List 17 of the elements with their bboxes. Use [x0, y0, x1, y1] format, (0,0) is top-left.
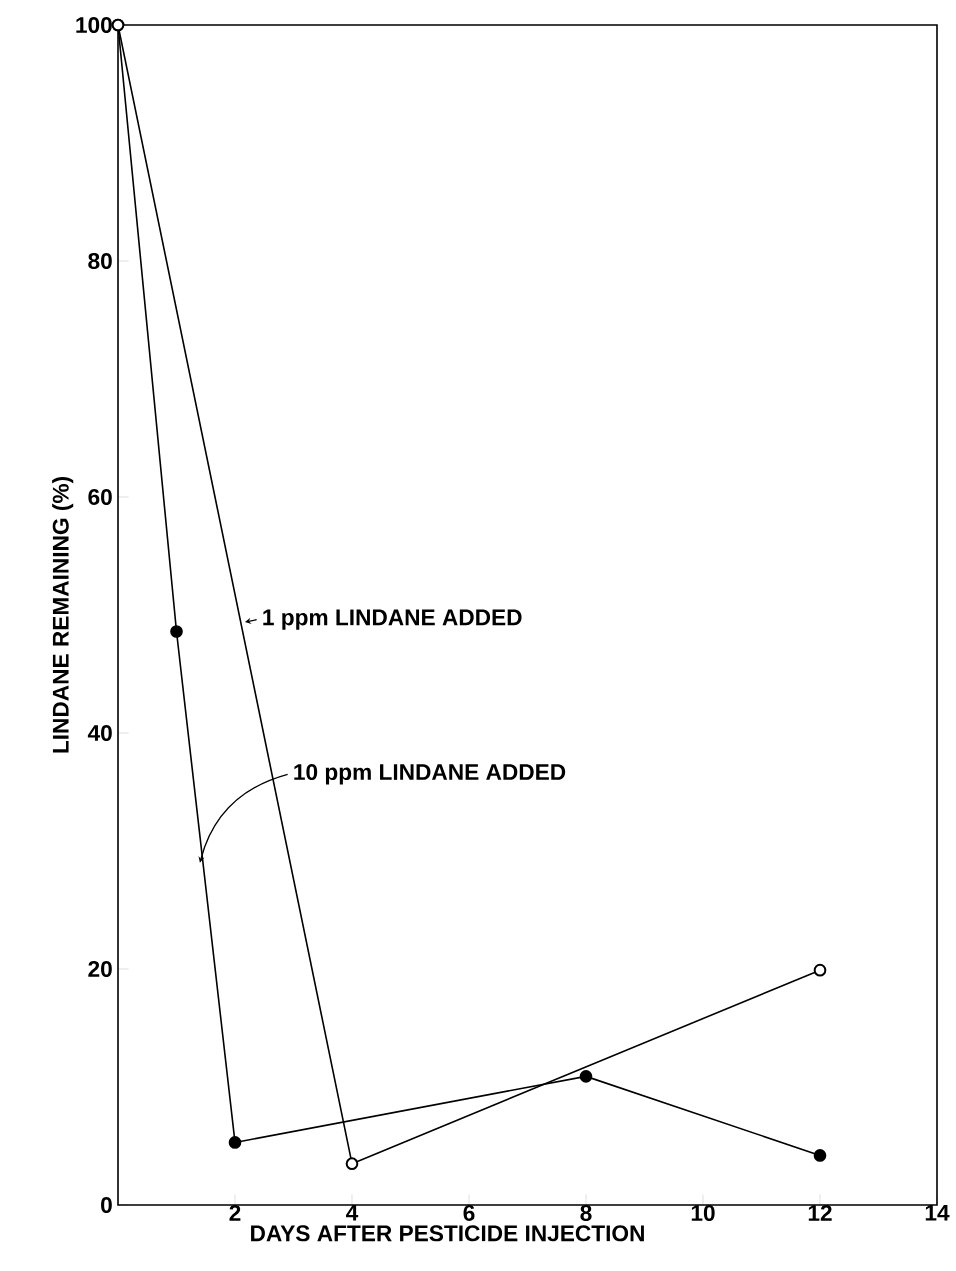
y-tick-label: 0 [101, 1196, 112, 1214]
x-tick-label: 6 [463, 1204, 475, 1221]
x-tick-label: 4 [346, 1204, 359, 1221]
y-tick-label: 80 [88, 252, 112, 270]
x-tick-label: 8 [580, 1204, 592, 1221]
annotation: 1 ppm LINDANE ADDED [263, 609, 522, 630]
x-axis-title: DAYS AFTER PESTICIDE INJECTION [251, 1225, 644, 1242]
y-axis-title: LINDANE REMAINING (%) [52, 477, 74, 753]
x-tick-label: 12 [808, 1204, 832, 1221]
y-tick-label: 100 [76, 16, 112, 34]
y-tick-label: 60 [88, 488, 112, 506]
y-tick-label: 20 [88, 960, 112, 978]
x-tick-label: 14 [925, 1204, 950, 1221]
x-tick-label: 10 [691, 1204, 715, 1221]
annotation: 10 ppm LINDANE ADDED [294, 764, 566, 785]
y-tick-label: 40 [87, 724, 112, 742]
x-tick-label: 2 [229, 1204, 241, 1221]
